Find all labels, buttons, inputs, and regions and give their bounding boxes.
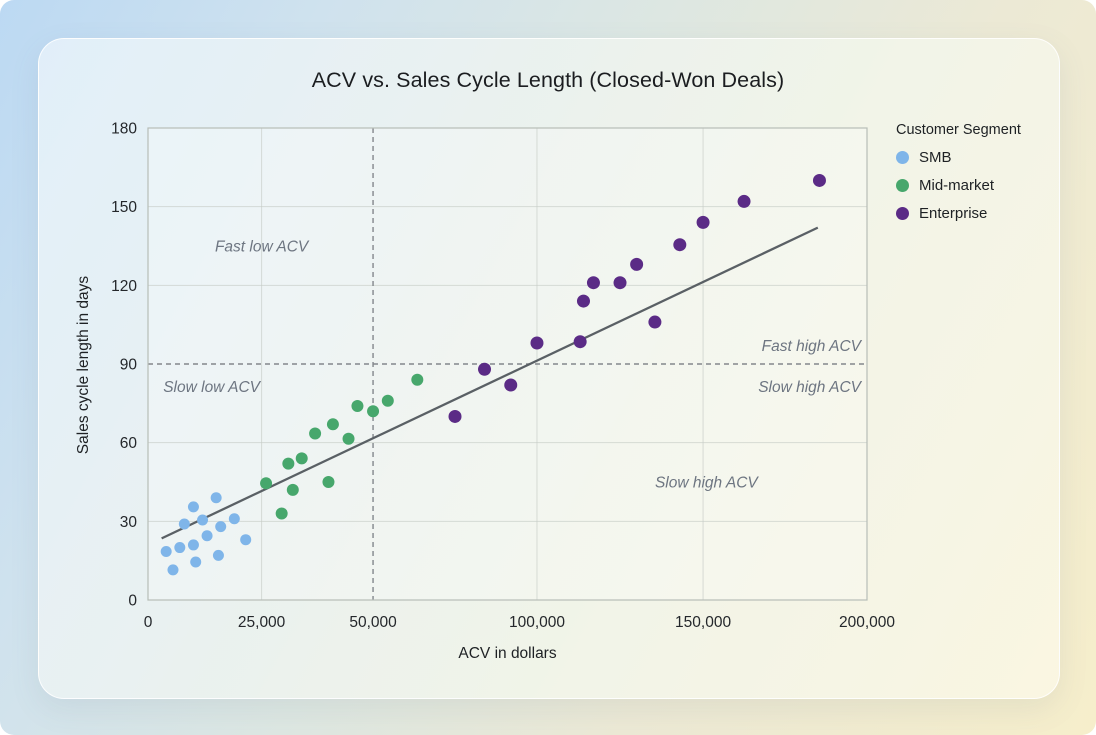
quadrant-label: Slow high ACV [758,379,862,396]
y-tick-label: 90 [120,357,138,374]
data-point-enterprise [648,315,662,329]
data-point-smb [187,501,199,513]
data-point-mid-market [295,452,308,465]
data-point-smb [167,564,179,576]
data-point-mid-market [367,405,380,418]
y-tick-label: 30 [120,514,138,531]
quadrant-label: Slow low ACV [163,379,261,396]
data-point-enterprise [696,215,710,229]
legend-item-label: Mid-market [919,177,995,194]
chart-title: ACV vs. Sales Cycle Length (Closed-Won D… [311,68,785,92]
data-point-mid-market [381,394,394,407]
data-point-enterprise [737,194,751,208]
data-point-mid-market [309,427,322,440]
plot-border [147,127,868,601]
legend-items: SMB Mid-market Enterprise [896,149,1056,222]
y-tick-label: 0 [128,593,137,610]
y-tick-label: 180 [111,121,137,138]
data-point-enterprise [530,336,544,350]
data-point-smb [178,518,190,530]
data-point-enterprise [573,335,587,349]
data-point-smb [210,492,222,504]
y-tick-label: 150 [111,199,137,216]
data-point-mid-market [275,507,288,520]
legend-item-smb: SMB [896,149,1056,166]
data-point-mid-market [282,457,295,470]
y-tick-label: 60 [120,435,138,452]
data-point-smb [240,534,252,546]
legend-swatch-icon [896,179,909,192]
legend-title: Customer Segment [896,122,1021,138]
data-point-enterprise [448,409,462,423]
data-point-smb [228,513,240,525]
x-tick-label: 0 [144,614,153,631]
data-point-enterprise [504,378,518,392]
data-point-enterprise [673,238,687,252]
data-point-smb [212,549,224,561]
data-point-smb [201,530,213,542]
quadrant-label: Slow high ACV [655,475,759,492]
plot-area-background [148,128,867,600]
legend-swatch-icon [896,151,909,164]
quadrant-label: Fast high ACV [762,338,863,355]
data-point-mid-market [342,432,355,445]
data-point-smb [160,545,172,557]
data-point-mid-market [322,476,335,488]
data-point-mid-market [411,373,424,386]
legend-swatch-icon [896,207,909,220]
quadrant-label: Fast low ACV [215,239,310,256]
data-point-mid-market [286,483,299,496]
data-point-mid-market [351,399,364,412]
legend-item-label: SMB [919,149,952,166]
data-point-mid-market [260,477,273,490]
data-point-smb [190,556,202,568]
legend-item-label: Enterprise [919,205,988,222]
x-axis-title: ACV in dollars [458,645,557,662]
x-tick-label: 25,000 [238,614,286,631]
data-point-enterprise [630,257,644,271]
data-point-mid-market [326,418,339,431]
legend-item-enterprise: Enterprise [896,205,1056,222]
legend-item-mid-market: Mid-market [896,177,1056,194]
x-tick-label: 150,000 [675,614,731,631]
data-point-smb [215,521,227,533]
y-axis-title: Sales cycle length in days [75,275,92,455]
data-point-enterprise [613,276,627,290]
data-point-smb [174,542,186,554]
x-tick-label: 100,000 [509,614,565,631]
chart-card [38,38,1060,699]
legend: Customer Segment SMB Mid-market Enterprise [896,122,1056,234]
data-point-smb [197,514,209,526]
x-tick-label: 200,000 [839,614,895,631]
x-tick-label: 50,000 [349,614,397,631]
data-point-enterprise [586,276,600,290]
data-point-enterprise [576,294,590,308]
data-point-smb [187,539,199,551]
y-tick-label: 120 [111,278,137,295]
data-point-enterprise [812,173,826,187]
data-point-enterprise [478,362,492,376]
